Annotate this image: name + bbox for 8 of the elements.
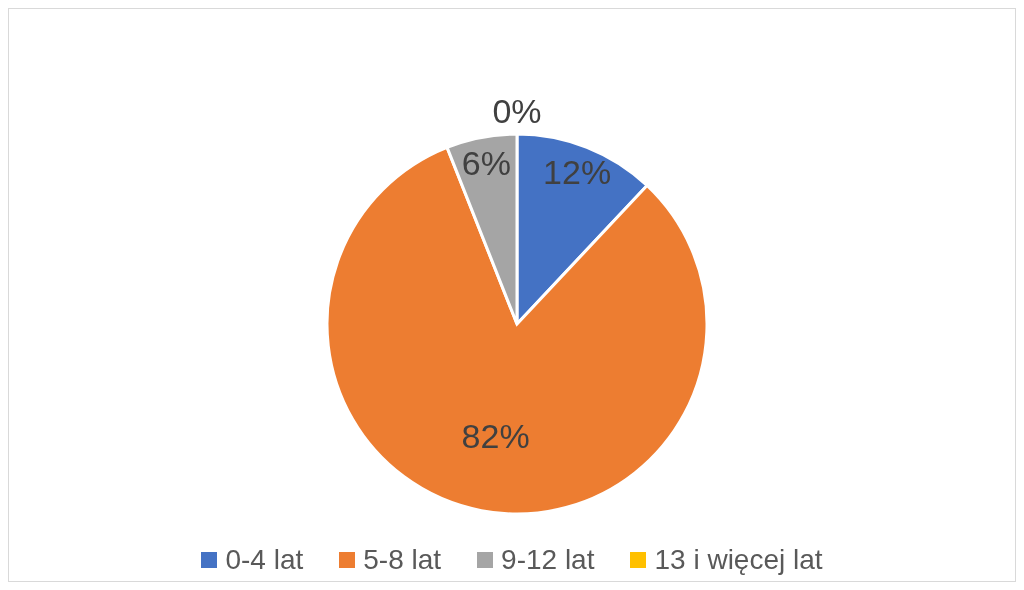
legend-label: 0-4 lat (225, 544, 304, 576)
legend-label: 13 i więcej lat (654, 544, 823, 576)
data-label: 12% (543, 153, 612, 192)
legend-label: 5-8 lat (363, 544, 442, 576)
text: 0% (492, 92, 542, 131)
legend-label: 9-12 lat (501, 544, 595, 576)
data-label: 82% (461, 416, 530, 455)
data-label: 6% (461, 144, 511, 183)
